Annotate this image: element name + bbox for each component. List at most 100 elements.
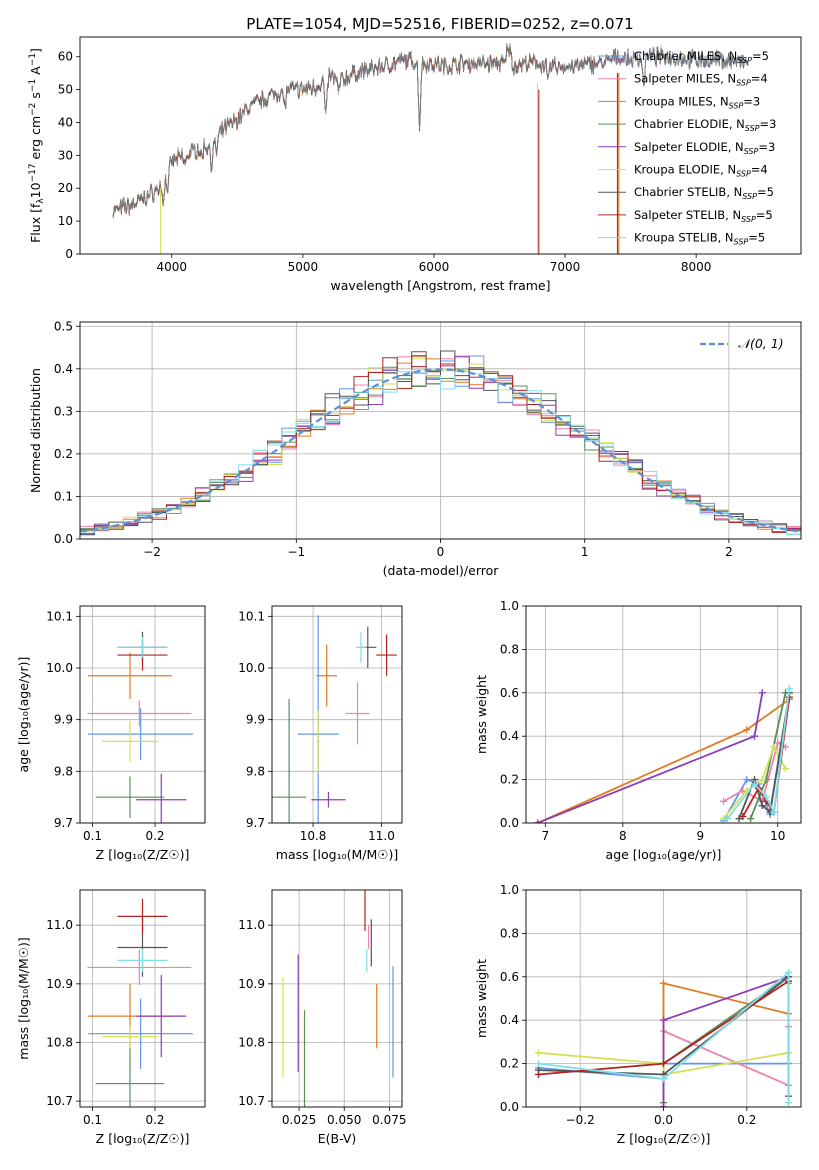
mass-weight-marker xyxy=(660,1016,667,1024)
axes-frame xyxy=(79,36,802,255)
tick-label-y: 10.0 xyxy=(46,661,73,675)
tick-label-x: −2 xyxy=(143,545,161,559)
spectrum-panel: 4000 5000 6000 7000 8000 0 10 20 30 40 50 60 wavelen… xyxy=(28,36,802,293)
tick-label-y: 9.8 xyxy=(54,764,73,778)
tick-label-x: 7000 xyxy=(550,260,581,274)
axes-frame xyxy=(79,889,206,1108)
tick-label-x: 11.0 xyxy=(368,829,395,843)
tick-label-x: 0.2 xyxy=(145,1113,164,1127)
mass-weight-marker xyxy=(660,1103,667,1107)
tick-label-y: 0.0 xyxy=(500,1100,519,1114)
tick-label-x: 0.075 xyxy=(372,1113,406,1127)
mass-weight-marker xyxy=(660,979,667,987)
tick-label-x: 1 xyxy=(581,545,589,559)
tick-label-y: 0.6 xyxy=(500,686,519,700)
tick-label-y: 0.2 xyxy=(500,773,519,787)
tick-label-y: 9.9 xyxy=(54,713,73,727)
y-axis-label: Normed distribution xyxy=(28,368,43,493)
y-axis-label: mass weight xyxy=(474,675,489,754)
mass-weight-marker xyxy=(534,819,542,823)
mass-weight-vs-age-panel: 7 8 9 10 0.0 0.2 0.4 0.6 0.8 1.0 age [log₁₀(age/yr… xyxy=(474,599,802,862)
tick-label-x: 4000 xyxy=(156,260,187,274)
normal-curve xyxy=(80,368,801,533)
tick-label-y: 0.1 xyxy=(54,489,73,503)
tick-label-x: 2 xyxy=(725,545,733,559)
tick-label-x: 8 xyxy=(619,829,627,843)
tick-label-y: 1.0 xyxy=(500,883,519,897)
tick-label-y: 9.7 xyxy=(54,816,73,830)
tick-label-x: 0 xyxy=(437,545,445,559)
histogram-step xyxy=(80,368,801,536)
x-axis-label: age [log₁₀(age/yr)] xyxy=(606,847,722,862)
tick-label-y: 0.4 xyxy=(500,1013,519,1027)
tick-label-x: 9 xyxy=(696,829,704,843)
tick-label-y: 0.2 xyxy=(54,447,73,461)
tick-label-y: 0.0 xyxy=(500,816,519,830)
axes-frame xyxy=(525,889,802,1108)
x-axis-label: wavelength [Angstrom, rest frame] xyxy=(330,278,550,293)
tick-label-y: 20 xyxy=(58,181,73,195)
x-axis-label: Z [log₁₀(Z/Z☉)] xyxy=(96,847,190,862)
mass-weight-marker xyxy=(774,739,782,747)
tick-label-y: 0.6 xyxy=(500,970,519,984)
tick-label-x: 0.025 xyxy=(282,1113,316,1127)
tick-label-x: 6000 xyxy=(419,260,450,274)
legend-label: 𝒩(0, 1) xyxy=(738,336,784,351)
mass-weight-marker xyxy=(758,689,766,697)
tick-label-y: 60 xyxy=(58,50,73,64)
mass-weight-marker xyxy=(743,726,751,734)
axes-frame xyxy=(271,889,403,1108)
histogram-step xyxy=(80,357,801,533)
age-vs-metallicity-panel: 0.1 0.2 9.7 9.8 9.9 10.0 10.1 Z [log₁₀(Z/Z☉)] ag… xyxy=(16,605,206,862)
tick-label-y: 0.8 xyxy=(500,926,519,940)
tick-label-x: 7 xyxy=(542,829,550,843)
legend-label: Salpeter STELIB, NSSP=5 xyxy=(634,208,773,224)
tick-label-y: 40 xyxy=(58,115,73,129)
mass-weight-marker xyxy=(535,1060,542,1068)
legend-label: Chabrier MILES, NSSP=5 xyxy=(634,49,769,65)
mass-weight-marker xyxy=(770,808,778,816)
mass-weight-vs-metallicity-panel: −0.2 0.0 0.2 0.0 0.2 0.4 0.6 0.8 1.0 Z [log₁₀(Z/Z… xyxy=(474,883,802,1146)
spectrum-data-line xyxy=(112,42,749,219)
mass-weight-marker xyxy=(770,743,778,751)
x-axis-label: Z [log₁₀(Z/Z☉)] xyxy=(96,1131,190,1146)
tick-label-x: 0.2 xyxy=(737,1113,756,1127)
tick-label-y: 10.9 xyxy=(46,977,73,991)
age-vs-mass-panel: 10.8 11.0 9.7 9.8 9.9 10.0 10.1 mass [log₁₀(M/M… xyxy=(238,605,403,862)
mass-weight-marker xyxy=(762,793,770,801)
chart-title: PLATE=1054, MJD=52516, FIBERID=0252, z=0… xyxy=(246,15,633,33)
y-axis-label: age [log₁₀(age/yr)] xyxy=(16,657,31,773)
mass-weight-marker xyxy=(743,776,751,784)
x-axis-label: E(B-V) xyxy=(318,1131,357,1146)
tick-label-y: 11.0 xyxy=(46,918,73,932)
tick-label-y: 10.7 xyxy=(238,1094,265,1108)
tick-label-y: 0.4 xyxy=(54,362,73,376)
residual-histogram-panel: −2 −1 0 1 2 0.0 0.1 0.2 0.3 0.4 0.5 (data-model)/er… xyxy=(28,319,802,578)
tick-label-x: 0.1 xyxy=(83,829,102,843)
mass-weight-marker xyxy=(660,1060,667,1068)
tick-label-y: 10.0 xyxy=(238,661,265,675)
tick-label-x: 0.050 xyxy=(327,1113,361,1127)
mass-weight-marker xyxy=(785,684,793,692)
tick-label-x: 10.8 xyxy=(300,829,327,843)
legend-label: Salpeter ELODIE, NSSP=3 xyxy=(634,140,775,156)
y-axis-label: mass weight xyxy=(474,959,489,1038)
tick-label-y: 0.4 xyxy=(500,729,519,743)
tick-label-y: 30 xyxy=(58,148,73,162)
tick-label-y: 10.8 xyxy=(238,1035,265,1049)
mass-vs-metallicity-panel: 0.1 0.2 10.7 10.8 10.9 11.0 Z [log₁₀(Z/Z☉)] mas… xyxy=(16,889,206,1146)
mass-weight-marker xyxy=(758,802,766,810)
mass-vs-extinction-panel: 0.025 0.050 0.075 10.7 10.8 10.9 11.0 E(B-V) xyxy=(238,889,407,1146)
tick-label-y: 9.7 xyxy=(246,816,265,830)
tick-label-x: 0.1 xyxy=(83,1113,102,1127)
tick-label-x: 5000 xyxy=(288,260,319,274)
legend-label: Chabrier STELIB, NSSP=5 xyxy=(634,185,774,201)
mass-weight-marker xyxy=(660,1075,667,1083)
tick-label-y: 50 xyxy=(58,83,73,97)
mass-weight-marker xyxy=(535,1070,542,1078)
x-axis-label: mass [log₁₀(M/M☉)] xyxy=(276,847,398,862)
tick-label-y: 0.5 xyxy=(54,319,73,333)
tick-label-y: 0.8 xyxy=(500,642,519,656)
legend-label: Salpeter MILES, NSSP=4 xyxy=(634,72,768,88)
tick-label-y: 10.1 xyxy=(46,609,73,623)
